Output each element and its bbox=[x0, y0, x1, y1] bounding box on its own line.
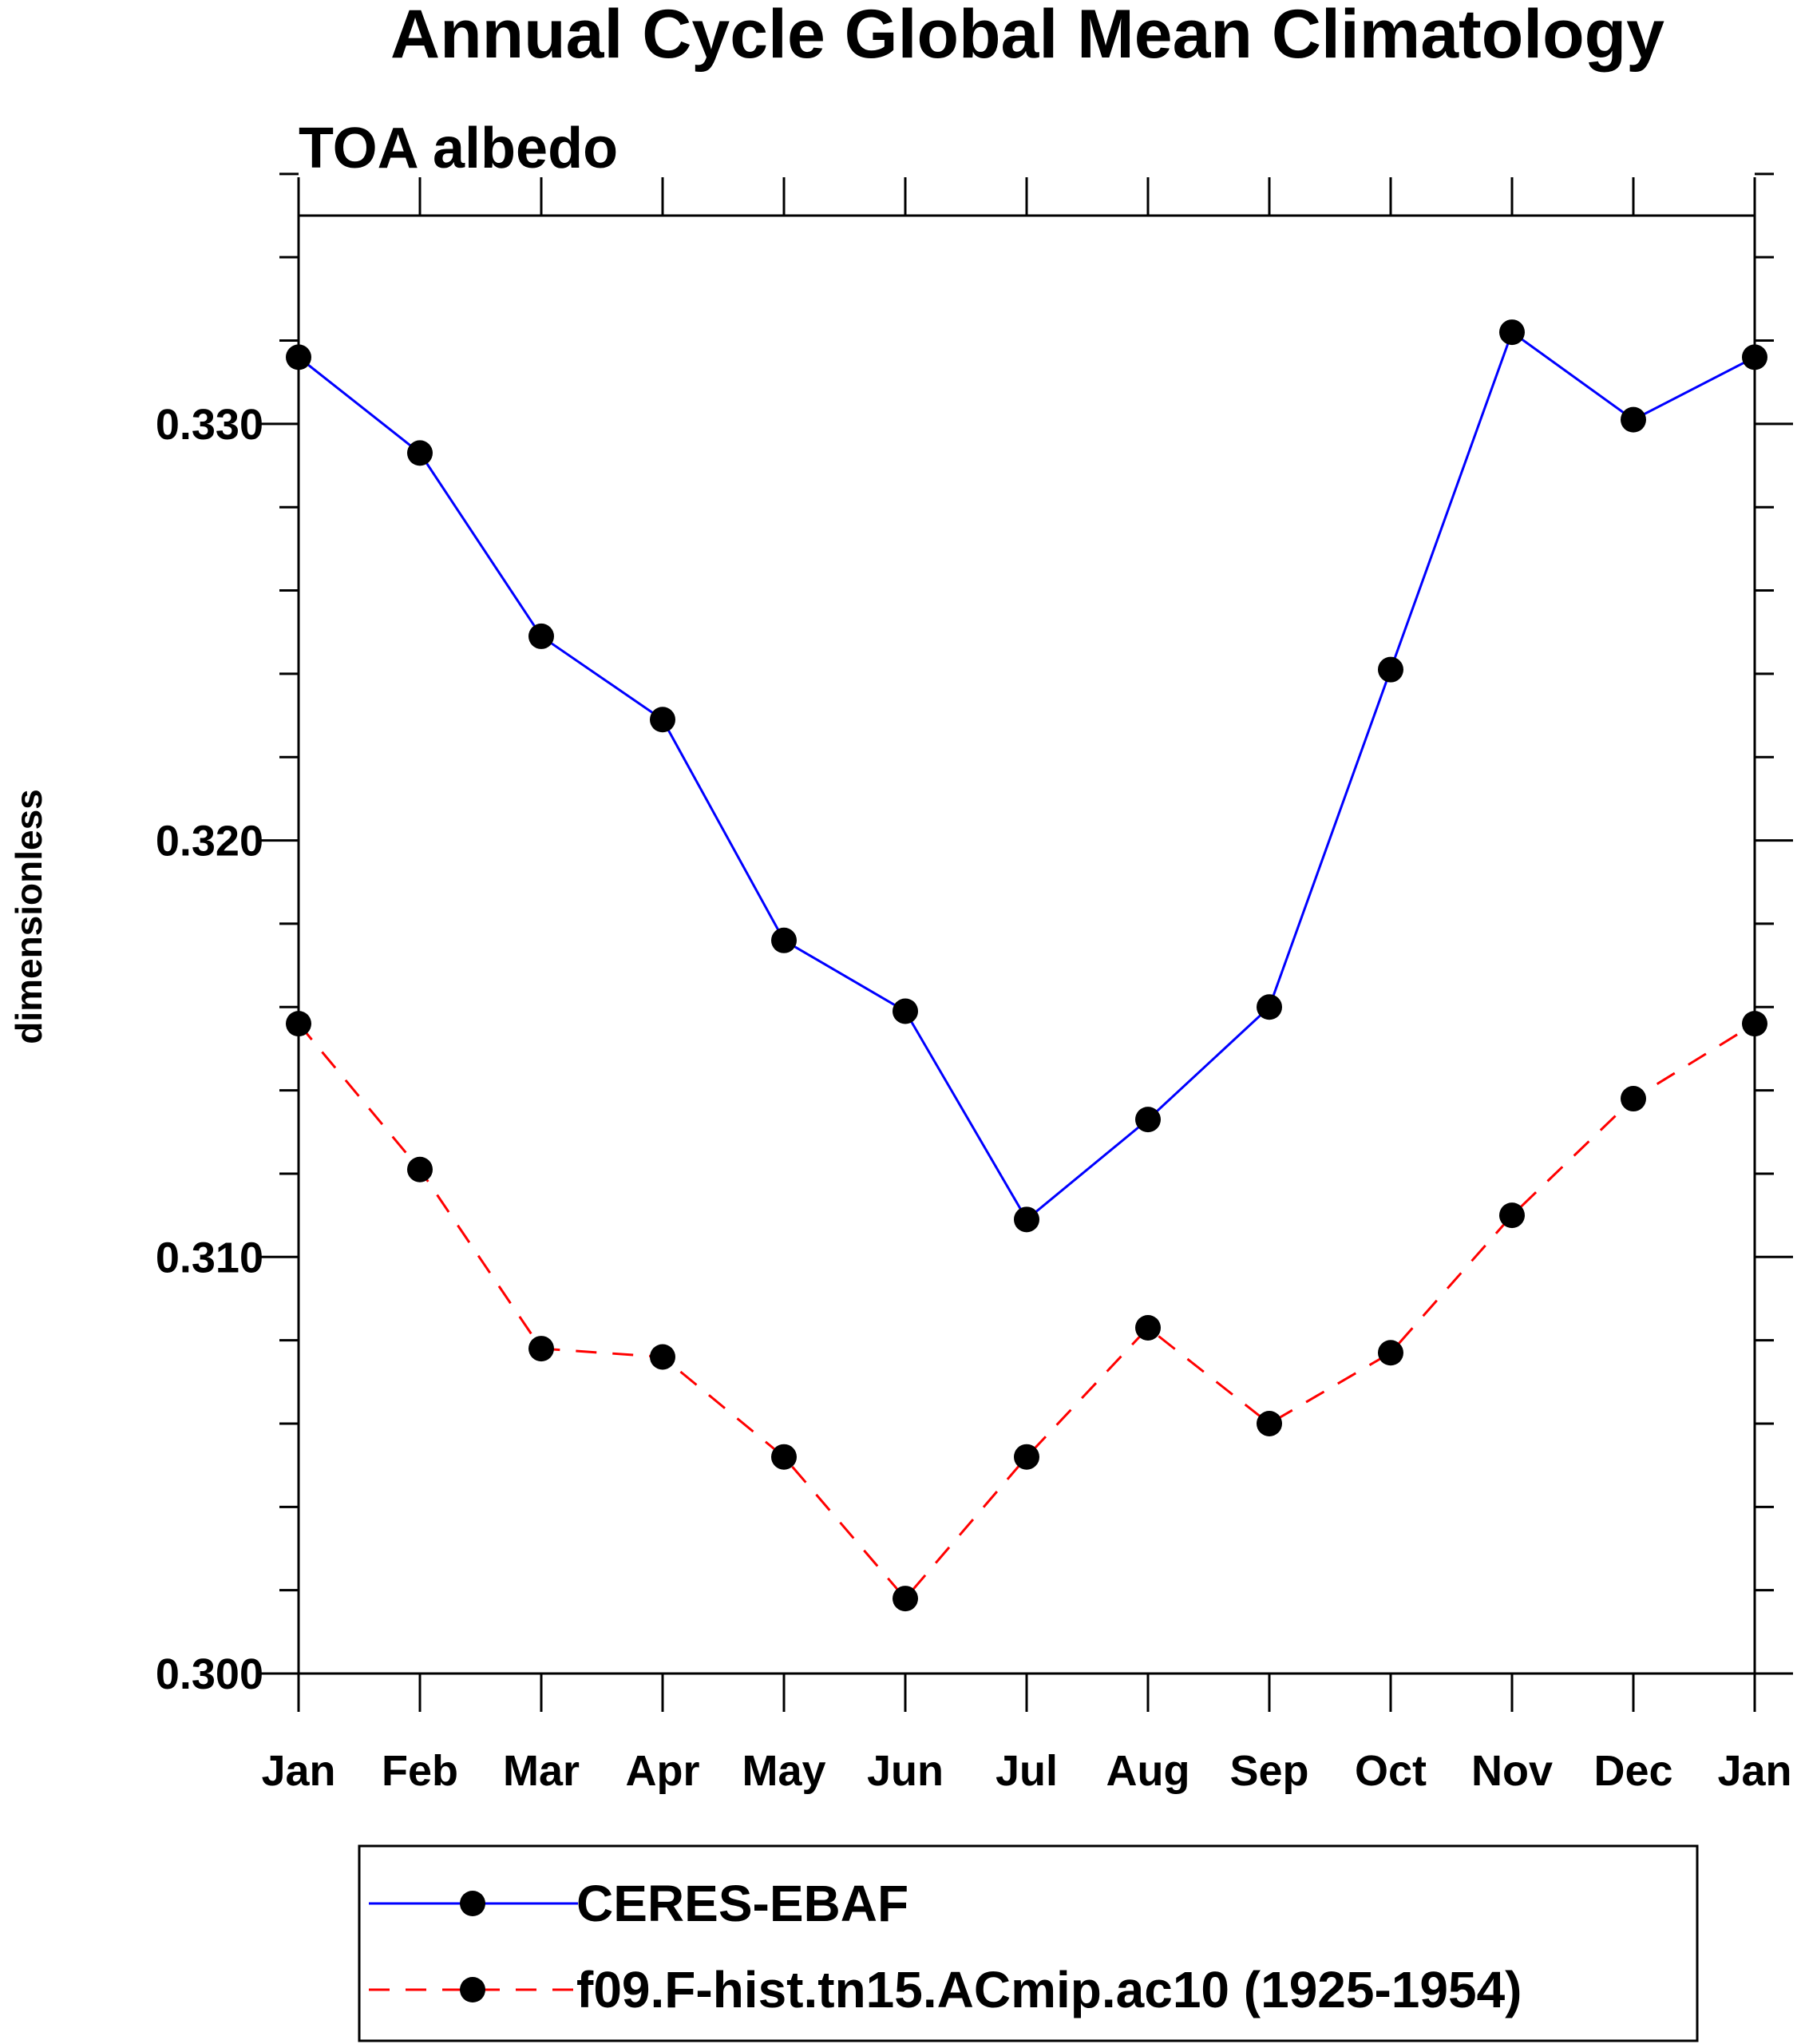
y-tick-label: 0.300 bbox=[156, 1650, 263, 1698]
data-point-series-0 bbox=[1742, 344, 1767, 370]
data-point-series-1 bbox=[1135, 1314, 1161, 1341]
legend-marker-model bbox=[460, 1977, 485, 2002]
major-ticks bbox=[260, 177, 1793, 1712]
data-point-series-0 bbox=[893, 998, 918, 1024]
data-point-series-1 bbox=[771, 1444, 797, 1470]
x-tick-label: Oct bbox=[1355, 1747, 1427, 1795]
series-markers bbox=[286, 319, 1767, 1612]
y-axis-label: dimensionless bbox=[8, 789, 49, 1044]
x-tick-label: Jun bbox=[867, 1747, 944, 1795]
data-point-series-1 bbox=[1378, 1340, 1403, 1366]
legend-label-ceres: CERES-EBAF bbox=[576, 1875, 908, 1932]
chart-title: Annual Cycle Global Mean Climatology bbox=[390, 0, 1664, 73]
data-point-series-0 bbox=[1135, 1107, 1161, 1133]
legend: CERES-EBAF f09.F-hist.tn15.ACmip.ac10 (1… bbox=[358, 1844, 1699, 2042]
legend-label-model: f09.F-hist.tn15.ACmip.ac10 (1925-1954) bbox=[576, 1961, 1522, 2018]
data-point-series-0 bbox=[286, 344, 311, 370]
data-point-series-0 bbox=[650, 707, 675, 733]
data-point-series-0 bbox=[1378, 656, 1403, 683]
tick-labels: Jan Feb Mar Apr May Jun Jul Aug Sep Oct Nov Dec Jan 0… bbox=[156, 401, 1792, 1795]
x-tick-label: May bbox=[742, 1747, 825, 1795]
y-tick-label: 0.320 bbox=[156, 818, 263, 866]
x-tick-label: Jul bbox=[995, 1747, 1058, 1795]
x-tick-label: Aug bbox=[1106, 1747, 1190, 1795]
data-point-series-0 bbox=[1621, 406, 1646, 433]
data-point-series-1 bbox=[1257, 1410, 1282, 1436]
data-point-series-1 bbox=[893, 1586, 918, 1612]
x-tick-label: Jan bbox=[261, 1747, 335, 1795]
y-tick-label: 0.330 bbox=[156, 401, 263, 449]
x-tick-label: Jan bbox=[1717, 1747, 1791, 1795]
x-tick-label: Apr bbox=[626, 1747, 700, 1795]
data-point-series-0 bbox=[1257, 994, 1282, 1020]
data-point-series-1 bbox=[1014, 1444, 1039, 1470]
data-point-series-1 bbox=[528, 1336, 554, 1362]
legend-marker-ceres bbox=[460, 1891, 485, 1916]
data-point-series-1 bbox=[650, 1344, 675, 1370]
x-tick-label: Nov bbox=[1471, 1747, 1553, 1795]
data-point-series-0 bbox=[407, 440, 433, 466]
minor-ticks bbox=[279, 172, 1774, 1592]
data-point-series-1 bbox=[407, 1156, 433, 1182]
y-tick-label: 0.310 bbox=[156, 1234, 263, 1281]
data-point-series-1 bbox=[286, 1011, 311, 1037]
x-tick-label: Feb bbox=[382, 1747, 458, 1795]
x-tick-label: Sep bbox=[1229, 1747, 1308, 1795]
data-point-series-1 bbox=[1621, 1086, 1646, 1112]
data-point-series-0 bbox=[1499, 319, 1525, 346]
x-tick-label: Dec bbox=[1593, 1747, 1672, 1795]
chart-subtitle: TOA albedo bbox=[299, 117, 618, 180]
data-point-series-0 bbox=[771, 927, 797, 953]
data-point-series-1 bbox=[1499, 1202, 1525, 1229]
x-tick-label: Mar bbox=[503, 1747, 580, 1795]
data-point-series-0 bbox=[528, 623, 554, 649]
data-point-series-0 bbox=[1014, 1206, 1039, 1233]
legend-box bbox=[358, 1844, 1699, 2042]
data-point-series-1 bbox=[1742, 1011, 1767, 1037]
